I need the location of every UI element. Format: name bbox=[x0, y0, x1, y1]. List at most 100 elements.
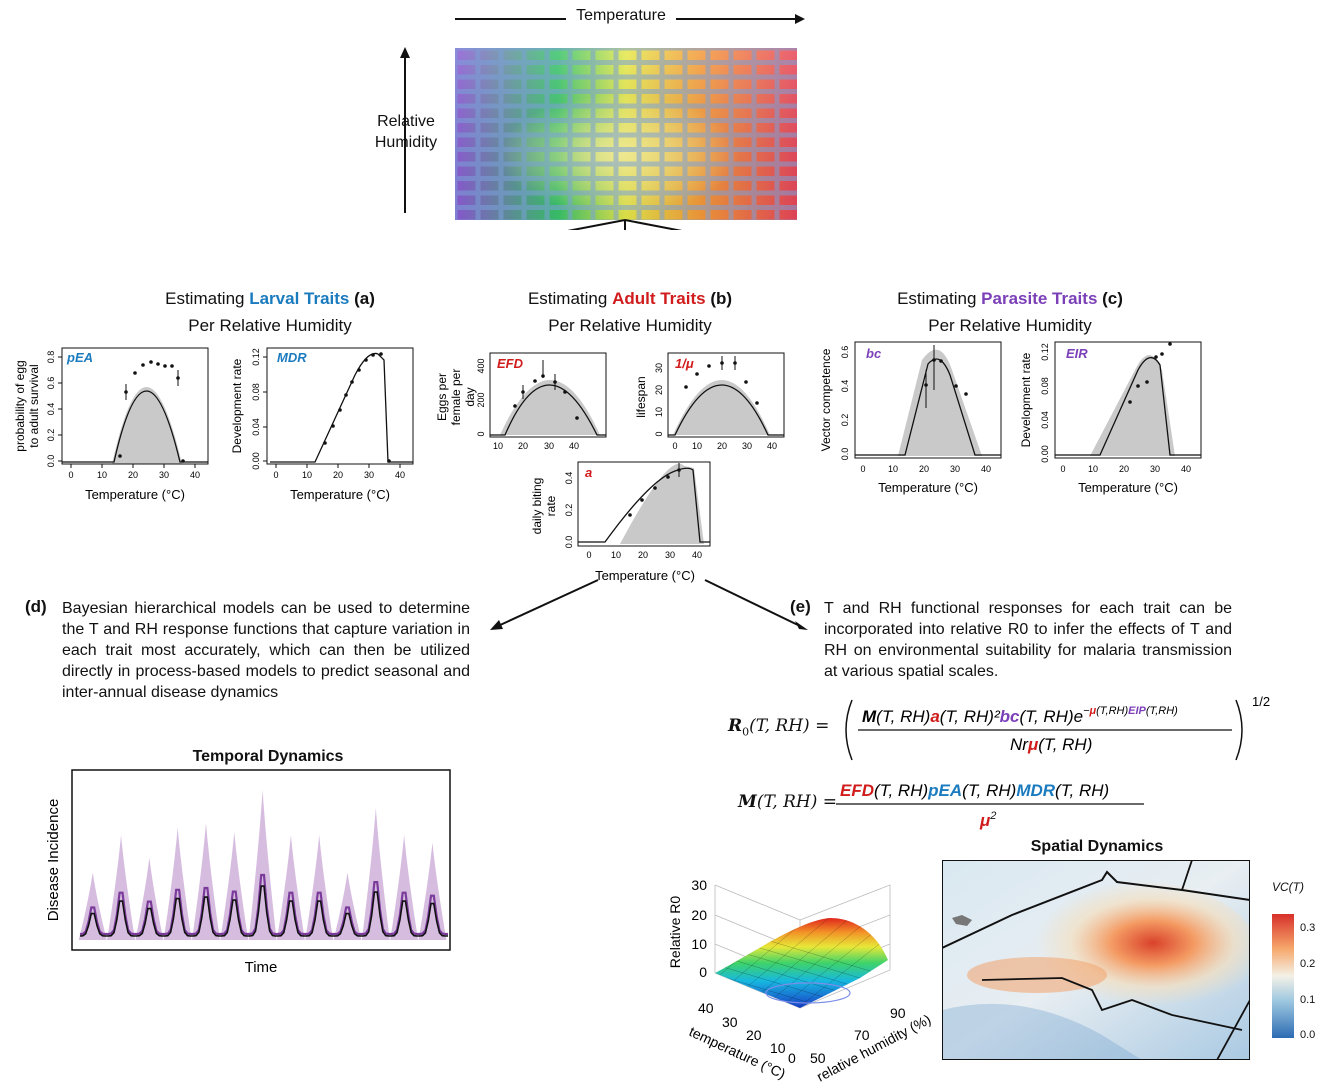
section-e-text: T and RH functional responses for each t… bbox=[824, 600, 1232, 680]
adult-traits-header: Estimating Adult Traits (b) Per Relative… bbox=[480, 285, 780, 339]
surface-rh-tick: 70 bbox=[854, 1027, 870, 1043]
lifespan-ylabel: lifespan bbox=[634, 376, 648, 417]
svg-text:μ2: μ2 bbox=[979, 810, 996, 830]
adult-header-line2: Per Relative Humidity bbox=[548, 316, 712, 335]
lifespan-ytick: 10 bbox=[654, 407, 664, 417]
pea-xlabel: Temperature (°C) bbox=[85, 487, 185, 502]
bc-xtick: 40 bbox=[981, 464, 991, 474]
surface-ztick: 20 bbox=[691, 907, 707, 923]
biting-xtick: 30 bbox=[665, 550, 675, 560]
section-d-text: Bayesian hierarchical models can be used… bbox=[62, 600, 470, 701]
bc-xtick: 10 bbox=[888, 464, 898, 474]
vc-legend-tick: 0.0 bbox=[1300, 1029, 1316, 1041]
pea-ytick: 0.2 bbox=[46, 429, 56, 442]
lifespan-tag: 1/μ bbox=[675, 356, 694, 371]
biting-xtick: 0 bbox=[586, 550, 591, 560]
pea-ylabel-line2: to adult survival bbox=[27, 364, 41, 447]
larval-traits-header: Estimating Larval Traits (a) Per Relativ… bbox=[120, 285, 420, 339]
efd-tag: EFD bbox=[497, 356, 524, 371]
bc-ytick: 0.2 bbox=[840, 414, 850, 427]
larval-header-name: Larval Traits bbox=[249, 289, 350, 308]
efd-ytick: 0 bbox=[476, 431, 486, 436]
biting-ylabel-line1: daily biting bbox=[530, 478, 544, 535]
eir-tag: EIR bbox=[1066, 346, 1088, 361]
spatial-title: Spatial Dynamics bbox=[1030, 838, 1164, 855]
pea-xtick: 0 bbox=[68, 470, 73, 480]
larval-header-line2: Per Relative Humidity bbox=[188, 316, 352, 335]
eir-ytick: 0.08 bbox=[1040, 377, 1050, 395]
parasite-header-prefix: Estimating bbox=[897, 289, 982, 308]
biting-rate-plot: 0 10 20 30 40 0.0 0.2 0.4 a daily biting… bbox=[530, 461, 711, 583]
eir-ylabel: Development rate bbox=[1019, 352, 1033, 447]
lifespan-ytick: 0 bbox=[654, 431, 664, 436]
pea-ytick: 0.4 bbox=[46, 403, 56, 416]
mdr-xtick: 10 bbox=[302, 470, 312, 480]
humidity-label-line1: Relative bbox=[377, 113, 435, 130]
vc-legend-tick: 0.2 bbox=[1300, 958, 1316, 970]
lifespan-plot: 0 10 20 30 40 0 10 20 30 1/μ lifespan bbox=[634, 352, 785, 451]
mdr-plot: 0 10 20 30 40 0.00 0.04 0.08 0.12 MDR De… bbox=[230, 347, 414, 502]
surface-rh-label: relative humidity (%) bbox=[814, 1011, 933, 1085]
surface-rh-tick: 50 bbox=[810, 1050, 826, 1066]
m-equation: M(T, RH) = bbox=[738, 792, 838, 812]
lifespan-xtick: 30 bbox=[742, 441, 752, 451]
surface-temp-tick: 20 bbox=[746, 1027, 762, 1043]
surface-zlabel: Relative R0 bbox=[667, 896, 683, 969]
temporal-ylabel: Disease Incidence bbox=[45, 799, 62, 922]
surface-ztick: 10 bbox=[691, 936, 707, 952]
mdr-xtick: 0 bbox=[273, 470, 278, 480]
eir-xtick: 30 bbox=[1150, 464, 1160, 474]
pea-tag: pEA bbox=[66, 350, 93, 365]
bc-ytick: 0.6 bbox=[840, 346, 850, 359]
svg-text:Nrμ(T, RH): Nrμ(T, RH) bbox=[1010, 735, 1092, 754]
pea-xtick: 40 bbox=[190, 470, 200, 480]
pea-ytick: 0.0 bbox=[46, 455, 56, 468]
adult-header-prefix: Estimating bbox=[527, 289, 613, 308]
eir-xtick: 20 bbox=[1119, 464, 1129, 474]
temperature-humidity-grid-panel bbox=[400, 8, 805, 230]
parasite-traits-header: Estimating Parasite Traits (c) Per Relat… bbox=[860, 285, 1160, 339]
surface-temp-tick: 10 bbox=[770, 1040, 786, 1056]
pea-ylabel-line1: probability of egg bbox=[13, 360, 27, 451]
surface-temp-tick: 40 bbox=[698, 1000, 714, 1016]
efd-xtick: 40 bbox=[569, 441, 579, 451]
eir-xlabel: Temperature (°C) bbox=[1078, 480, 1178, 495]
adult-header-letter: (b) bbox=[710, 289, 733, 308]
parasite-header-line2: Per Relative Humidity bbox=[928, 316, 1092, 335]
humidity-label-line2: Humidity bbox=[374, 134, 438, 151]
section-d-letter: (d) bbox=[25, 597, 47, 616]
surface-ztick: 30 bbox=[691, 877, 707, 893]
mdr-ylabel: Development rate bbox=[230, 358, 244, 453]
biting-xtick: 10 bbox=[611, 550, 621, 560]
trait-plots: 0 10 20 30 40 0.0 0.2 0.4 0.6 0.8 pEA pr… bbox=[13, 341, 1202, 583]
mdr-xtick: 40 bbox=[395, 470, 405, 480]
temperature-axis-label: Temperature bbox=[576, 7, 666, 24]
r0-equation: R0(T, RH) = bbox=[728, 716, 830, 739]
pea-plot: 0 10 20 30 40 0.0 0.2 0.4 0.6 0.8 pEA pr… bbox=[13, 347, 209, 502]
efd-ylabel-line3: day bbox=[463, 387, 477, 406]
mdr-ytick: 0.04 bbox=[251, 418, 261, 436]
svg-text:M(T, RH)a(T, RH)²bc(T, RH)e−μ(: M(T, RH)a(T, RH)²bc(T, RH)e−μ(T,RH)EIP(T… bbox=[862, 705, 1178, 726]
pea-ytick: 0.6 bbox=[46, 377, 56, 390]
surface-ztick: 0 bbox=[699, 964, 707, 980]
bc-plot: 0 10 20 30 40 0.0 0.2 0.4 0.6 bc Vector … bbox=[819, 341, 1002, 495]
bc-ytick: 0.4 bbox=[840, 380, 850, 393]
vc-legend-tick: 0.3 bbox=[1300, 922, 1316, 934]
bc-ylabel: Vector competence bbox=[819, 348, 833, 451]
pea-xtick: 10 bbox=[97, 470, 107, 480]
efd-xtick: 30 bbox=[544, 441, 554, 451]
mdr-ytick: 0.12 bbox=[251, 348, 261, 366]
lifespan-ytick: 20 bbox=[654, 385, 664, 395]
biting-ylabel-line2: rate bbox=[544, 495, 558, 516]
lifespan-xtick: 20 bbox=[717, 441, 727, 451]
eir-ytick: 0.04 bbox=[1040, 411, 1050, 429]
lower-arrows bbox=[490, 579, 808, 630]
pea-ytick: 0.8 bbox=[46, 351, 56, 364]
lifespan-xtick: 0 bbox=[672, 441, 677, 451]
mdr-tag: MDR bbox=[277, 350, 307, 365]
adult-header-name: Adult Traits bbox=[612, 289, 706, 308]
larval-header-prefix: Estimating bbox=[165, 289, 250, 308]
lifespan-xtick: 10 bbox=[692, 441, 702, 451]
m-equation-fraction: EFD(T, RH)pEA(T, RH)MDR(T, RH) μ2 bbox=[836, 781, 1144, 830]
pea-xtick: 30 bbox=[159, 470, 169, 480]
